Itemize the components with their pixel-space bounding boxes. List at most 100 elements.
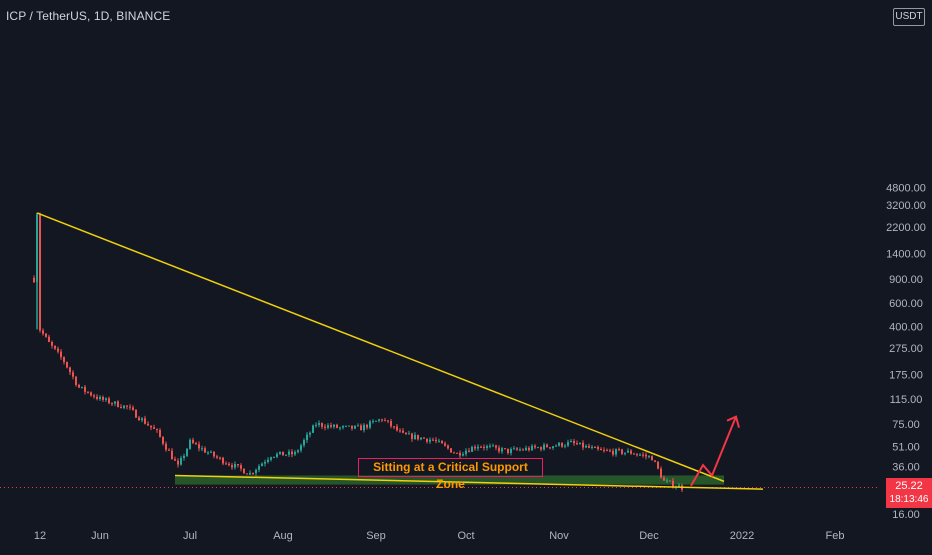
candle-body — [390, 421, 392, 427]
candle-body — [198, 444, 200, 449]
candle-body — [582, 442, 584, 448]
candle-body — [222, 457, 224, 464]
candle — [114, 401, 116, 407]
descending-trendline — [36, 212, 725, 483]
candle-body — [660, 468, 662, 478]
candle-body — [648, 456, 650, 458]
candle-body — [177, 460, 179, 465]
candle-body — [555, 445, 557, 447]
candle — [339, 426, 341, 431]
candle — [669, 480, 671, 482]
candle-body — [369, 421, 371, 428]
candle-body — [162, 436, 164, 444]
candle-body — [105, 398, 107, 400]
candle-body — [579, 442, 581, 445]
candle — [546, 443, 548, 448]
candle — [231, 462, 233, 470]
candle — [516, 447, 518, 451]
candle-body — [546, 444, 548, 448]
candle — [525, 445, 527, 451]
currency-label[interactable]: USDT — [893, 8, 925, 26]
candle — [498, 445, 500, 454]
candle — [384, 417, 386, 422]
candle-body — [465, 450, 467, 455]
candle — [108, 396, 110, 405]
candle-body — [201, 448, 203, 450]
candle-body — [72, 372, 74, 377]
y-tick-label: 600.00 — [889, 298, 923, 310]
candle — [273, 456, 275, 459]
candle — [321, 422, 323, 430]
candle-body — [129, 406, 131, 408]
x-tick-label: Aug — [273, 530, 293, 542]
candle — [558, 441, 560, 447]
candle — [156, 428, 158, 433]
candle — [474, 444, 476, 451]
y-tick-label: 4800.00 — [886, 183, 926, 195]
candle-body — [123, 405, 125, 408]
candle — [606, 448, 608, 452]
y-axis[interactable]: 4800.00 3200.00 2200.00 1400.00 900.00 600.00… — [886, 183, 926, 521]
candle-body — [354, 425, 356, 429]
candle-body — [321, 423, 323, 427]
candle-body — [435, 439, 437, 442]
candle — [258, 464, 260, 473]
candle — [234, 461, 236, 470]
candle-body — [669, 480, 671, 482]
candle — [603, 447, 605, 453]
candle-body — [252, 472, 254, 474]
candle-body — [63, 357, 65, 362]
candle — [309, 431, 311, 438]
candle-body — [342, 426, 344, 428]
candle — [96, 394, 98, 401]
candle — [507, 448, 509, 455]
candle-body — [360, 425, 362, 431]
candle-body — [282, 451, 284, 456]
candle — [585, 444, 587, 449]
y-tick-label: 115.00 — [890, 394, 923, 406]
candle — [627, 448, 629, 453]
candle — [495, 444, 497, 451]
candle — [201, 445, 203, 452]
candle-body — [210, 451, 212, 453]
candle-body — [459, 452, 461, 456]
candle — [123, 405, 125, 410]
candle-body — [231, 465, 233, 468]
candle-body — [351, 425, 353, 429]
candle-body — [387, 420, 389, 422]
candle-body — [375, 420, 377, 422]
y-tick-label: 16.00 — [892, 509, 920, 521]
candle-body — [663, 477, 665, 481]
candle — [237, 463, 239, 468]
candle — [204, 446, 206, 453]
candle — [267, 457, 269, 464]
candle — [57, 346, 59, 354]
candle — [543, 442, 545, 451]
candle-body — [339, 427, 341, 429]
candle — [255, 468, 257, 477]
candle-body — [243, 468, 245, 474]
candle-body — [471, 446, 473, 452]
symbol-title[interactable]: ICP / TetherUS, 1D, BINANCE — [6, 9, 171, 23]
candle — [450, 448, 452, 453]
candle-body — [183, 455, 185, 458]
candle — [117, 400, 119, 408]
candle-body — [312, 425, 314, 433]
candle — [594, 446, 596, 448]
candle-body — [588, 445, 590, 448]
last-price-value: 25.22 — [895, 480, 923, 493]
candle-body — [213, 451, 215, 457]
candle — [402, 428, 404, 434]
candle — [633, 452, 635, 455]
candle — [657, 461, 659, 470]
candle-body — [330, 425, 332, 427]
candle — [477, 444, 479, 451]
candle — [459, 450, 461, 459]
candle — [153, 424, 155, 430]
support-zone-annotation[interactable]: Sitting at a Critical Support Zone — [358, 458, 543, 491]
candle — [432, 437, 434, 442]
candle-body — [558, 442, 560, 446]
candle — [195, 441, 197, 445]
x-axis[interactable]: 12 Jun Jul Aug Sep Oct Nov Dec 2022 Feb — [34, 530, 845, 542]
